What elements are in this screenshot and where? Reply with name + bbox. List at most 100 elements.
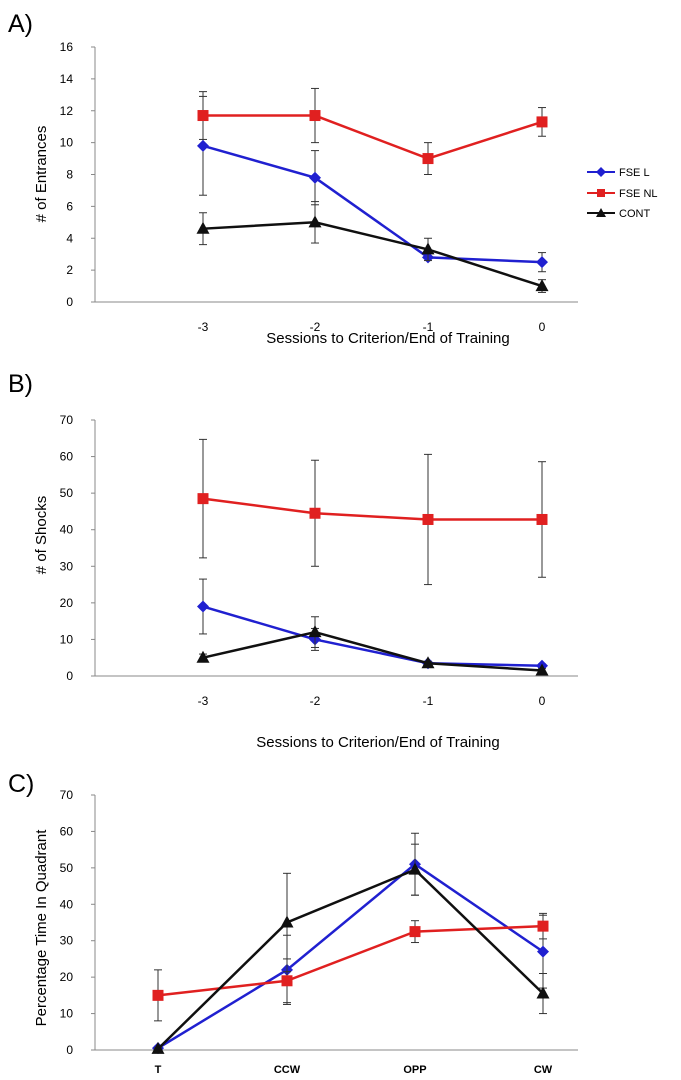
legend-item-fse-l: FSE L: [587, 167, 650, 179]
panel-a-x-axis-title: Sessions to Criterion/End of Training: [266, 330, 509, 347]
panel-a-y-tick-label: 8: [66, 168, 73, 182]
panel-c-point-cont: [536, 986, 550, 999]
panel-a-point-fse-nl: [536, 116, 548, 128]
panel-c-point-fse-nl: [537, 920, 549, 932]
panel-c-point-fse-nl: [281, 975, 293, 987]
panel-b-point-fse-nl: [422, 513, 434, 525]
panel-b-point-fse-nl: [197, 493, 209, 505]
panel-c-point-fse-nl: [409, 926, 421, 938]
panel-b-y-tick-label: 60: [60, 450, 74, 464]
panel-c-x-tick-label: OPP: [403, 1064, 426, 1076]
panel-b-y-tick-label: 30: [60, 559, 74, 573]
panel-b-y-tick-label: 20: [60, 596, 74, 610]
panel-b-plot: 0 10 20 30 40 50 60 70 -3 -2 -1 0: [60, 413, 578, 708]
panel-c-point-cont: [151, 1041, 165, 1054]
panel-b-point-cont: [421, 656, 435, 669]
panel-a-y-tick-label: 12: [60, 104, 74, 118]
panel-b: B) # of Shocks Sessions to Criterion/End…: [8, 370, 578, 751]
panel-b-y-tick-label: 70: [60, 413, 74, 427]
panel-a-point-fse-l: [536, 256, 548, 269]
legend: FSE L FSE NL CONT: [587, 167, 658, 220]
panel-c-plot: 0 10 20 30 40 50 60 70 T CCW OPP CW: [60, 788, 578, 1076]
panel-a-series-line-cont: [202, 221, 543, 288]
panel-c-y-tick-label: 20: [60, 970, 74, 984]
panel-c-x-tick-label: CW: [534, 1064, 553, 1076]
panel-b-series-line-fse-nl: [202, 497, 542, 521]
panel-b-point-fse-nl: [536, 513, 548, 525]
legend-item-cont: CONT: [587, 208, 650, 220]
panel-a-point-fse-nl: [422, 153, 434, 165]
panel-c-point-cont: [280, 915, 294, 928]
panel-c-x-tick-label: T: [155, 1064, 162, 1076]
panel-c-y-tick-label: 0: [66, 1043, 73, 1057]
panel-a-point-cont: [196, 221, 210, 234]
panel-a-point-fse-nl: [309, 110, 321, 122]
panel-c-y-tick-label: 70: [60, 788, 74, 802]
panel-c-point-cont: [408, 862, 422, 875]
panel-c-series-line-fse-l: [157, 862, 544, 1050]
legend-marker-fse-l: [596, 167, 606, 177]
panel-a-x-tick-label: -3: [198, 320, 209, 334]
panel-b-x-tick-label: 0: [539, 694, 546, 708]
panel-a-point-fse-l: [309, 171, 321, 184]
panel-c-x-tick-label: CCW: [274, 1064, 301, 1076]
panel-c-series-line-fse-nl: [157, 924, 544, 997]
panel-c-point-fse-nl: [152, 989, 164, 1001]
legend-label-fse-l: FSE L: [619, 167, 650, 179]
panel-c-y-tick-label: 10: [60, 1007, 74, 1021]
panel-b-y-axis-title: # of Shocks: [33, 496, 50, 574]
panel-a-x-tick-label: 0: [539, 320, 546, 334]
panel-b-y-tick-label: 10: [60, 632, 74, 646]
panel-b-point-cont: [196, 650, 210, 663]
panel-a-y-tick-label: 2: [66, 263, 73, 277]
panel-c-y-tick-label: 40: [60, 897, 74, 911]
panel-b-point-fse-l: [197, 600, 209, 613]
panel-c-y-tick-label: 60: [60, 824, 74, 838]
panel-b-x-axis-title: Sessions to Criterion/End of Training: [256, 734, 499, 751]
panel-b-y-tick-label: 40: [60, 523, 74, 537]
panel-c-y-tick-label: 30: [60, 934, 74, 948]
panel-a-y-tick-label: 16: [60, 40, 74, 54]
panel-a-y-tick-label: 4: [66, 231, 73, 245]
legend-label-fse-nl: FSE NL: [619, 188, 658, 200]
panel-a-point-cont: [535, 279, 549, 292]
panel-a: A) # of Entrances Sessions to Criterion/…: [8, 10, 578, 347]
panel-b-series-line-fse-l: [202, 605, 543, 668]
legend-marker-fse-nl: [597, 189, 605, 197]
panel-b-point-cont: [308, 625, 322, 638]
panel-b-point-cont: [535, 663, 549, 676]
panel-a-point-fse-l: [197, 139, 209, 152]
panel-b-x-tick-label: -2: [310, 694, 321, 708]
panel-b-x-tick-label: -1: [423, 694, 434, 708]
panel-a-series-line-fse-nl: [203, 114, 543, 160]
panel-a-series-line-fse-l: [202, 144, 543, 264]
panel-a-y-tick-label: 10: [60, 136, 74, 150]
legend-marker-cont: [596, 208, 606, 217]
panel-b-point-fse-nl: [309, 507, 321, 519]
panel-c-y-tick-label: 50: [60, 861, 74, 875]
panel-b-label: B): [8, 370, 33, 398]
panel-b-y-tick-label: 0: [66, 669, 73, 683]
panel-a-label: A): [8, 10, 33, 38]
panel-c-series-line-cont: [157, 868, 544, 1050]
panel-a-point-cont: [308, 215, 322, 228]
panel-b-series-line-cont: [202, 630, 543, 672]
panel-c-label: C): [8, 770, 34, 798]
panel-b-y-tick-label: 50: [60, 486, 74, 500]
panel-c-point-fse-l: [537, 945, 549, 958]
panel-a-plot: 0 2 4 6 8 10 12 14 16 -3 -2 -1 0: [60, 40, 578, 334]
panel-a-y-axis-title: # of Entrances: [33, 126, 50, 223]
panel-a-y-tick-label: 0: [66, 295, 73, 309]
panel-a-y-tick-label: 14: [60, 72, 74, 86]
panel-a-x-tick-label: -1: [423, 320, 434, 334]
panel-c: C) Percentage Time In Quadrant 0 10 20 30 40…: [8, 770, 578, 1076]
panel-c-y-axis-title: Percentage Time In Quadrant: [33, 829, 50, 1027]
panel-b-x-tick-label: -3: [198, 694, 209, 708]
panel-a-point-cont: [421, 242, 435, 255]
panel-a-x-tick-label: -2: [310, 320, 321, 334]
legend-label-cont: CONT: [619, 208, 650, 220]
legend-item-fse-nl: FSE NL: [587, 188, 658, 200]
panel-a-point-fse-nl: [197, 110, 209, 122]
panel-a-y-tick-label: 6: [66, 199, 73, 213]
